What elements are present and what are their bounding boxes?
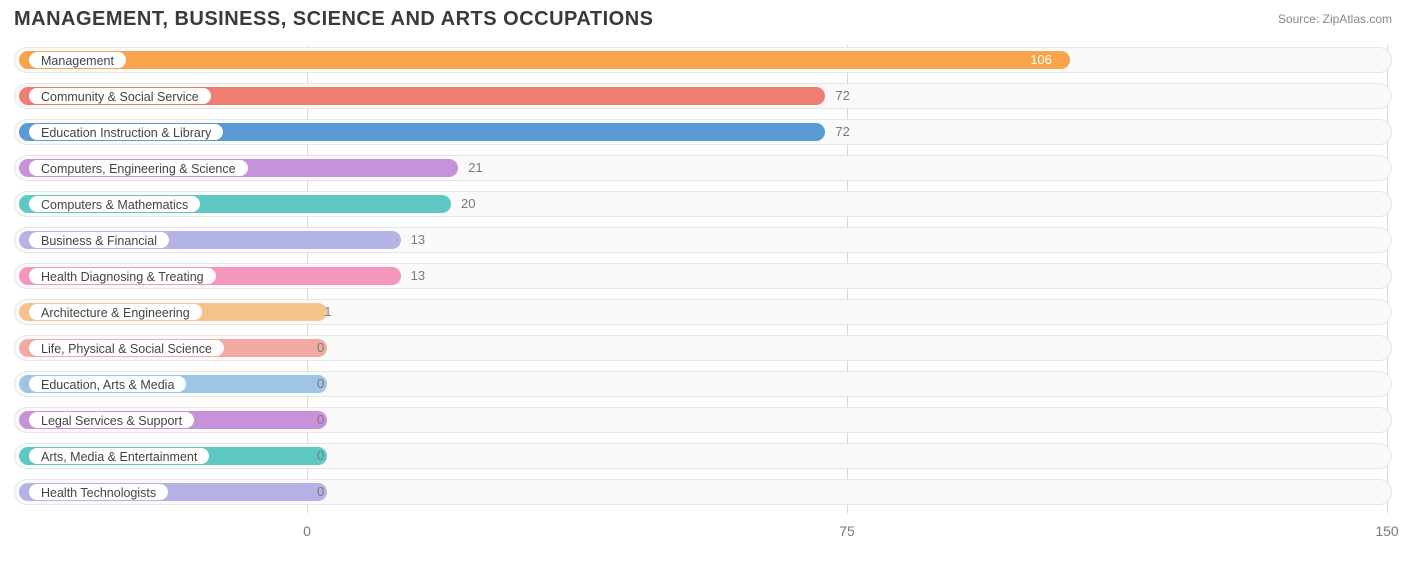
- x-axis-tick-label: 75: [839, 523, 855, 539]
- value-label: 72: [835, 123, 849, 141]
- bar-row: Computers & Mathematics 20: [14, 189, 1392, 219]
- bar-row: Architecture & Engineering 1: [14, 297, 1392, 327]
- value-label: 21: [468, 159, 482, 177]
- value-label: 13: [411, 231, 425, 249]
- bar-row: Community & Social Service 72: [14, 81, 1392, 111]
- category-pill: Business & Financial: [28, 231, 170, 249]
- chart-plot-area: Management 106 Community & Social Service 7…: [14, 45, 1392, 539]
- category-pill: Community & Social Service: [28, 87, 212, 105]
- category-pill: Health Diagnosing & Treating: [28, 267, 217, 285]
- category-pill: Management: [28, 51, 127, 69]
- bar-rows-group: Management 106 Community & Social Service 7…: [14, 45, 1392, 507]
- chart-header: MANAGEMENT, BUSINESS, SCIENCE AND ARTS O…: [0, 0, 1406, 37]
- data-bar: [19, 51, 1070, 69]
- chart-title: MANAGEMENT, BUSINESS, SCIENCE AND ARTS O…: [14, 8, 653, 31]
- chart-container: Management 106 Community & Social Service 7…: [0, 37, 1406, 565]
- source-name: ZipAtlas.com: [1323, 12, 1392, 26]
- category-pill: Life, Physical & Social Science: [28, 339, 225, 357]
- bar-row: Education Instruction & Library 72: [14, 117, 1392, 147]
- x-axis-tick-label: 150: [1375, 523, 1398, 539]
- x-axis-tick-label: 0: [303, 523, 311, 539]
- bar-row: Legal Services & Support 0: [14, 405, 1392, 435]
- bar-row: Education, Arts & Media 0: [14, 369, 1392, 399]
- value-label: 0: [317, 339, 324, 357]
- value-label: 0: [317, 447, 324, 465]
- value-label: 0: [317, 411, 324, 429]
- bar-row: Computers, Engineering & Science 21: [14, 153, 1392, 183]
- value-label: 13: [411, 267, 425, 285]
- value-label: 1: [324, 303, 331, 321]
- value-label: 0: [317, 483, 324, 501]
- value-label: 0: [317, 375, 324, 393]
- bar-row: Business & Financial 13: [14, 225, 1392, 255]
- bar-row: Arts, Media & Entertainment 0: [14, 441, 1392, 471]
- category-pill: Health Technologists: [28, 483, 169, 501]
- value-label: 72: [835, 87, 849, 105]
- value-label: 20: [461, 195, 475, 213]
- bar-row: Life, Physical & Social Science 0: [14, 333, 1392, 363]
- category-pill: Architecture & Engineering: [28, 303, 203, 321]
- category-pill: Arts, Media & Entertainment: [28, 447, 210, 465]
- category-pill: Computers, Engineering & Science: [28, 159, 249, 177]
- value-label: 106: [1030, 51, 1052, 69]
- source-prefix: Source:: [1278, 12, 1323, 26]
- category-pill: Education, Arts & Media: [28, 375, 187, 393]
- category-pill: Legal Services & Support: [28, 411, 195, 429]
- category-pill: Computers & Mathematics: [28, 195, 201, 213]
- bar-row: Health Technologists 0: [14, 477, 1392, 507]
- bar-row: Management 106: [14, 45, 1392, 75]
- source-attribution: Source: ZipAtlas.com: [1278, 8, 1392, 26]
- bar-row: Health Diagnosing & Treating 13: [14, 261, 1392, 291]
- category-pill: Education Instruction & Library: [28, 123, 224, 141]
